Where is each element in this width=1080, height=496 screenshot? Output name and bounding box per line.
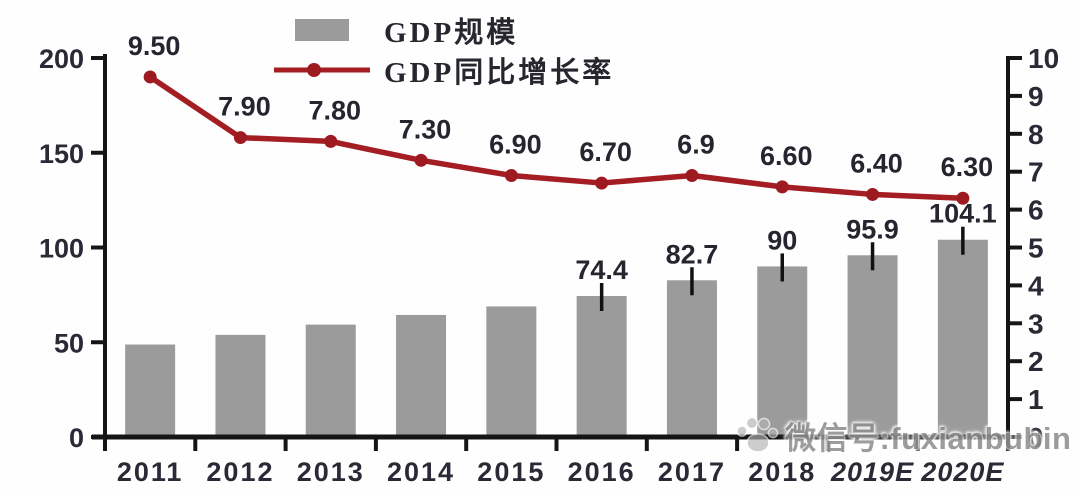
x-label-2014: 2014 xyxy=(387,457,455,487)
line-point-2015 xyxy=(504,168,518,182)
bar-2018 xyxy=(757,266,808,437)
line-point-2013 xyxy=(324,134,338,148)
x-label-2020E: 2020E xyxy=(920,457,1004,487)
bar-series-sample xyxy=(272,19,372,41)
line-point-2011 xyxy=(143,70,157,84)
line-label-2014: 7.30 xyxy=(399,114,452,144)
bar-label-2018: 90 xyxy=(767,225,797,255)
bar-2020E xyxy=(937,239,988,437)
bar-label-2017: 82.7 xyxy=(666,239,719,269)
bar-2017 xyxy=(666,280,717,437)
x-label-2013: 2013 xyxy=(297,457,365,487)
legend-label-gdp-scale: GDP规模 xyxy=(384,17,519,49)
line-point-2018 xyxy=(775,180,789,194)
left-tick-label-50: 50 xyxy=(54,328,84,358)
line-label-2013: 7.80 xyxy=(308,95,361,125)
bar-2015 xyxy=(486,306,537,437)
right-tick-label-9: 9 xyxy=(1028,81,1044,112)
bar-2011 xyxy=(125,344,176,437)
x-label-2011: 2011 xyxy=(117,457,184,487)
left-tick-label-150: 150 xyxy=(39,139,84,169)
bar-2013 xyxy=(305,324,356,437)
left-tick-label-200: 200 xyxy=(39,44,84,74)
bar-2019E xyxy=(847,255,898,437)
right-tick-label-4: 4 xyxy=(1028,270,1044,301)
bar-2012 xyxy=(215,334,266,437)
right-tick-label-2: 2 xyxy=(1028,346,1044,377)
line-point-2019E xyxy=(866,187,880,201)
legend-item-gdp-growth: GDP同比增长率 xyxy=(272,54,614,89)
line-label-2015: 6.90 xyxy=(489,129,542,159)
x-label-2015: 2015 xyxy=(477,457,545,487)
bar-label-2016: 74.4 xyxy=(575,255,628,285)
x-label-2017: 2017 xyxy=(658,457,726,487)
right-tick-label-10: 10 xyxy=(1028,43,1059,74)
x-label-2012: 2012 xyxy=(206,457,274,487)
right-tick-label-5: 5 xyxy=(1028,233,1044,264)
line-label-2017: 6.9 xyxy=(677,129,715,159)
legend: GDP规模 GDP同比增长率 xyxy=(272,14,614,89)
line-label-2018: 6.60 xyxy=(760,141,813,171)
right-tick-label-7: 7 xyxy=(1028,157,1044,188)
left-tick-label-100: 100 xyxy=(39,234,84,264)
line-label-2011: 9.50 xyxy=(128,31,181,61)
line-point-2012 xyxy=(233,131,247,145)
left-tick-label-0: 0 xyxy=(69,423,84,453)
right-tick-label-0: 0 xyxy=(1028,422,1044,453)
right-tick-label-6: 6 xyxy=(1028,195,1044,226)
line-point-2016 xyxy=(595,176,609,190)
right-tick-label-1: 1 xyxy=(1028,384,1044,415)
line-label-2020E: 6.30 xyxy=(941,152,994,182)
line-series-sample xyxy=(272,61,372,79)
x-label-2019E: 2019E xyxy=(830,457,914,487)
line-label-2012: 7.90 xyxy=(218,92,271,122)
legend-label-gdp-growth: GDP同比增长率 xyxy=(384,57,615,89)
line-label-2016: 6.70 xyxy=(579,137,632,167)
x-label-2018: 2018 xyxy=(748,457,816,487)
bar-2016 xyxy=(576,296,627,437)
line-point-2014 xyxy=(414,153,428,167)
line-point-2020E xyxy=(956,191,970,205)
x-label-2016: 2016 xyxy=(568,457,636,487)
line-point-2017 xyxy=(685,168,699,182)
bar-label-2019E: 95.9 xyxy=(846,214,899,244)
red-line-marker-icon xyxy=(274,63,370,77)
line-label-2019E: 6.40 xyxy=(850,148,903,178)
right-tick-label-8: 8 xyxy=(1028,119,1044,150)
right-tick-label-3: 3 xyxy=(1028,308,1044,339)
legend-item-gdp-scale: GDP规模 xyxy=(272,14,614,49)
bar-2014 xyxy=(396,314,447,437)
gray-bar-swatch xyxy=(295,19,349,41)
growth-line xyxy=(148,74,963,201)
